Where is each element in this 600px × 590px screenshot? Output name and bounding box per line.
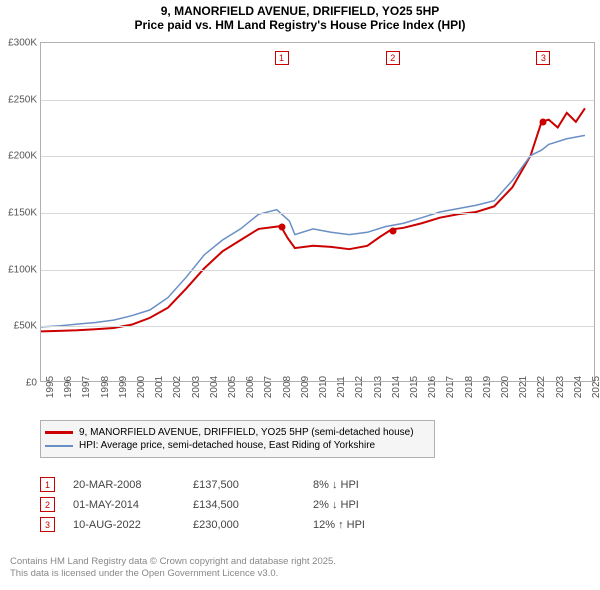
title-block: 9, MANORFIELD AVENUE, DRIFFIELD, YO25 5H…: [0, 0, 600, 34]
y-axis-label: £150K: [1, 208, 37, 219]
annotation-diff: 2% ↓ HPI: [313, 499, 413, 511]
legend-swatch: [45, 431, 73, 434]
y-axis-label: £250K: [1, 94, 37, 105]
x-axis-label: 2021: [518, 376, 529, 398]
x-axis-label: 2006: [245, 376, 256, 398]
y-axis-label: £200K: [1, 151, 37, 162]
gridline: [41, 156, 594, 157]
y-axis-label: £300K: [1, 38, 37, 49]
chart-title: 9, MANORFIELD AVENUE, DRIFFIELD, YO25 5H…: [8, 4, 592, 18]
x-axis-label: 2023: [555, 376, 566, 398]
x-axis-label: 2012: [354, 376, 365, 398]
legend-label: HPI: Average price, semi-detached house,…: [79, 440, 375, 451]
annotation-row: 3 10-AUG-2022£230,00012% ↑ HPI: [40, 517, 413, 532]
x-axis-label: 2008: [282, 376, 293, 398]
x-axis-label: 2019: [482, 376, 493, 398]
x-axis-label: 1997: [81, 376, 92, 398]
x-axis-label: 2020: [500, 376, 511, 398]
footer-attribution: Contains HM Land Registry data © Crown c…: [10, 556, 590, 581]
legend: 9, MANORFIELD AVENUE, DRIFFIELD, YO25 5H…: [40, 420, 435, 458]
chart-svg: [41, 43, 594, 381]
data-marker: [389, 227, 396, 234]
x-axis-label: 2018: [464, 376, 475, 398]
data-marker: [278, 224, 285, 231]
legend-swatch: [45, 445, 73, 447]
x-axis-label: 1998: [100, 376, 111, 398]
x-axis-label: 2015: [409, 376, 420, 398]
x-axis-label: 2009: [300, 376, 311, 398]
y-axis-label: £0: [1, 378, 37, 389]
gridline: [41, 100, 594, 101]
annotation-date: 01-MAY-2014: [73, 499, 193, 511]
series-hpi: [41, 135, 585, 327]
annotation-marker-3: 3: [536, 51, 550, 65]
y-axis-label: £100K: [1, 264, 37, 275]
annotation-diff: 8% ↓ HPI: [313, 479, 413, 491]
annotation-price: £137,500: [193, 479, 313, 491]
annotation-badge: 2: [40, 497, 55, 512]
annotation-date: 20-MAR-2008: [73, 479, 193, 491]
gridline: [41, 213, 594, 214]
gridline: [41, 270, 594, 271]
x-axis-label: 2024: [573, 376, 584, 398]
x-axis-label: 2014: [391, 376, 402, 398]
x-axis-label: 2007: [263, 376, 274, 398]
legend-item: 9, MANORFIELD AVENUE, DRIFFIELD, YO25 5H…: [45, 427, 430, 438]
x-axis-label: 2010: [318, 376, 329, 398]
series-price_paid: [41, 108, 585, 331]
footer-line-2: This data is licensed under the Open Gov…: [10, 568, 590, 580]
annotation-price: £230,000: [193, 519, 313, 531]
x-axis-label: 2004: [209, 376, 220, 398]
x-axis-label: 2002: [172, 376, 183, 398]
annotation-badge: 1: [40, 477, 55, 492]
gridline: [41, 326, 594, 327]
annotation-row: 2 01-MAY-2014£134,5002% ↓ HPI: [40, 497, 413, 512]
x-axis-label: 2011: [336, 376, 347, 398]
annotation-marker-1: 1: [275, 51, 289, 65]
annotation-diff: 12% ↑ HPI: [313, 519, 413, 531]
annotation-badge: 3: [40, 517, 55, 532]
chart-area: £0£50K£100K£150K£200K£250K£300K199519961…: [40, 42, 595, 382]
x-axis-label: 1995: [45, 376, 56, 398]
x-axis-label: 2016: [427, 376, 438, 398]
x-axis-label: 2022: [536, 376, 547, 398]
annotation-marker-2: 2: [386, 51, 400, 65]
x-axis-label: 2003: [191, 376, 202, 398]
x-axis-label: 2013: [373, 376, 384, 398]
y-axis-label: £50K: [1, 321, 37, 332]
x-axis-label: 2001: [154, 376, 165, 398]
x-axis-label: 2000: [136, 376, 147, 398]
annotation-price: £134,500: [193, 499, 313, 511]
x-axis-label: 1996: [63, 376, 74, 398]
annotation-table: 1 20-MAR-2008£137,5008% ↓ HPI 2 01-MAY-2014…: [40, 472, 413, 537]
data-marker: [540, 119, 547, 126]
x-axis-label: 2005: [227, 376, 238, 398]
x-axis-label: 1999: [118, 376, 129, 398]
x-axis-label: 2017: [445, 376, 456, 398]
footer-line-1: Contains HM Land Registry data © Crown c…: [10, 556, 590, 568]
annotation-row: 1 20-MAR-2008£137,5008% ↓ HPI: [40, 477, 413, 492]
legend-item: HPI: Average price, semi-detached house,…: [45, 440, 430, 451]
chart-subtitle: Price paid vs. HM Land Registry's House …: [8, 18, 592, 32]
x-axis-label: 2025: [591, 376, 600, 398]
annotation-date: 10-AUG-2022: [73, 519, 193, 531]
legend-label: 9, MANORFIELD AVENUE, DRIFFIELD, YO25 5H…: [79, 427, 414, 438]
